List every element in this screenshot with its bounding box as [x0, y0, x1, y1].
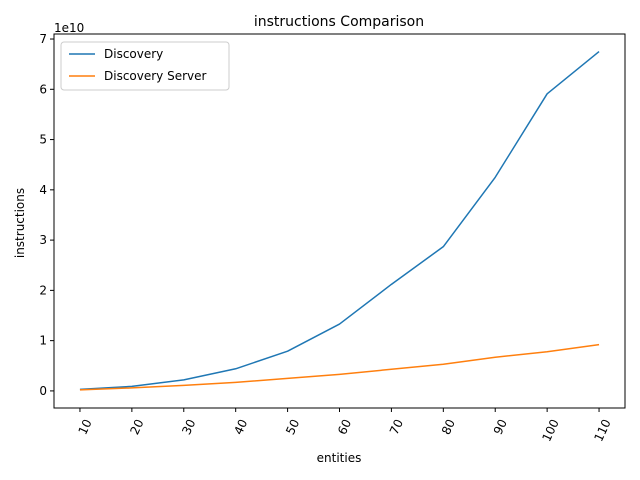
x-tick-label-50: 50	[283, 417, 302, 437]
x-axis-label: entities	[317, 451, 362, 465]
x-tick-label-20: 20	[127, 417, 146, 437]
y-axis-multiplier: 1e10	[54, 21, 84, 35]
y-tick-label-3: 3	[39, 233, 47, 247]
series-line-discovery-server	[79, 343, 600, 391]
x-tick-label-90: 90	[491, 417, 510, 437]
y-tick-label-6: 6	[39, 82, 47, 96]
legend: Discovery Discovery Server	[60, 41, 230, 91]
legend-box	[60, 41, 230, 91]
y-axis-label: instructions	[13, 188, 27, 258]
x-tick-label-30: 30	[179, 417, 198, 437]
y-tick-label-5: 5	[39, 133, 47, 147]
x-tick-label-10: 10	[75, 417, 94, 437]
x-tick-label-60: 60	[335, 417, 354, 437]
y-tick-label-2: 2	[39, 283, 47, 297]
chart-title: instructions Comparison	[254, 14, 424, 30]
legend-label-discovery-server: Discovery Server	[104, 69, 207, 83]
axes-frame	[53, 33, 626, 409]
y-tick-label-1: 1	[39, 334, 47, 348]
y-tick-label-4: 4	[39, 183, 47, 197]
legend-label-discovery: Discovery	[104, 47, 163, 61]
y-tick-label-0: 0	[39, 384, 47, 398]
x-tick-label-80: 80	[439, 417, 458, 437]
series-line-discovery	[79, 51, 600, 391]
x-tick-label-70: 70	[387, 417, 406, 437]
x-tick-label-40: 40	[231, 417, 250, 437]
y-tick-label-7: 7	[39, 32, 47, 46]
